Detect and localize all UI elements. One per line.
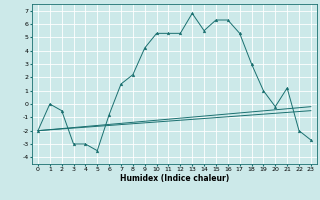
X-axis label: Humidex (Indice chaleur): Humidex (Indice chaleur) [120,174,229,183]
